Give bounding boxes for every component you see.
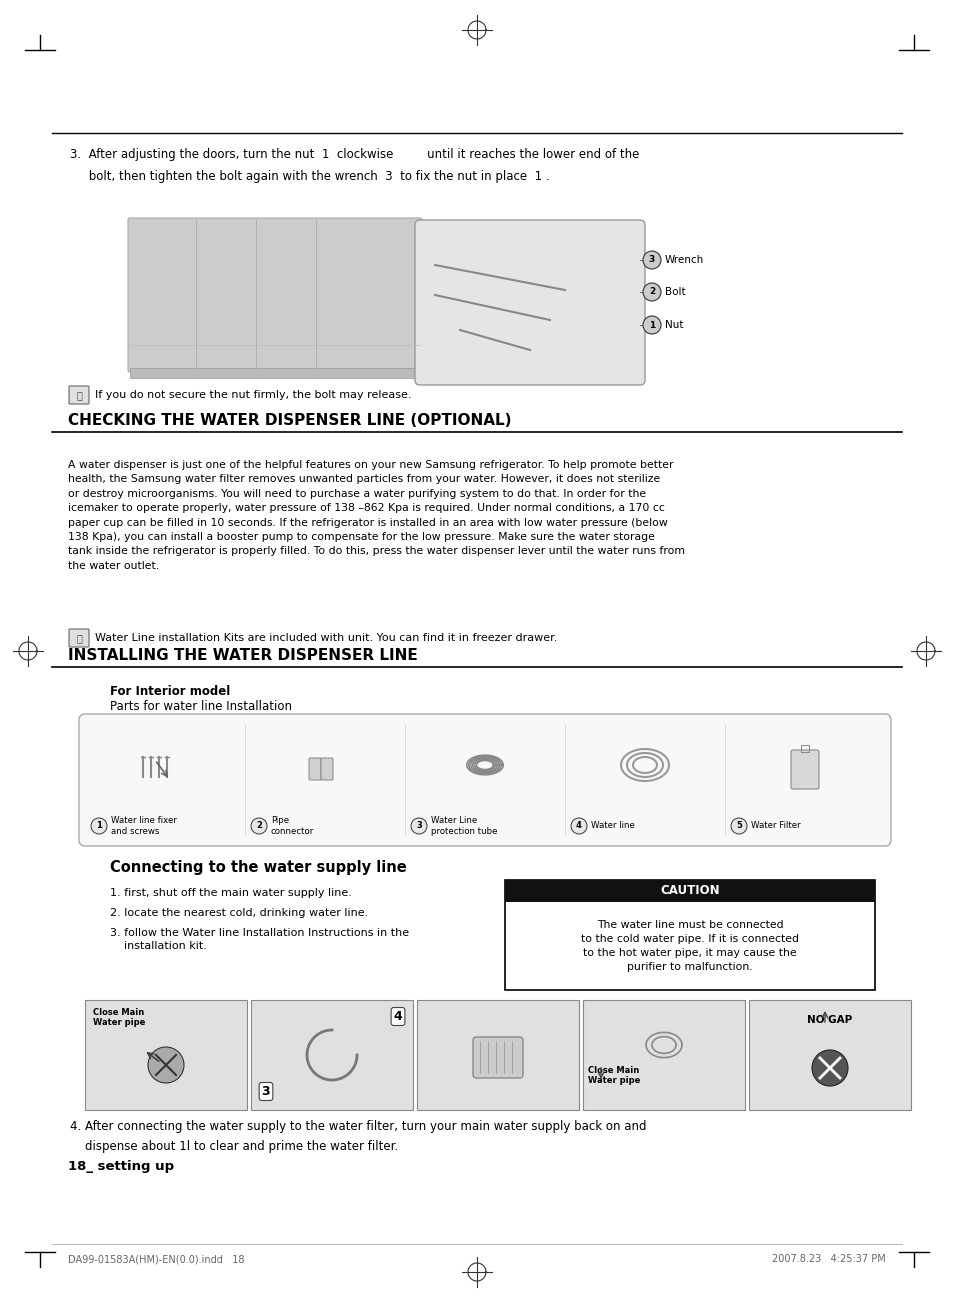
- FancyBboxPatch shape: [69, 385, 89, 404]
- Circle shape: [642, 283, 660, 301]
- Text: 4: 4: [394, 1010, 402, 1023]
- FancyBboxPatch shape: [79, 713, 890, 846]
- Text: 4. After connecting the water supply to the water filter, turn your main water s: 4. After connecting the water supply to …: [70, 1120, 646, 1133]
- Bar: [85, 1000, 247, 1111]
- Text: Pipe
connector: Pipe connector: [271, 816, 314, 836]
- Text: 1: 1: [96, 822, 102, 831]
- Text: Water Filter: Water Filter: [750, 822, 800, 831]
- Text: 2: 2: [255, 822, 262, 831]
- Text: 3. follow the Water line Installation Instructions in the
    installation kit.: 3. follow the Water line Installation In…: [110, 928, 409, 952]
- Bar: [504, 880, 874, 902]
- Text: Bolt: Bolt: [664, 286, 685, 297]
- Text: Water line fixer
and screws: Water line fixer and screws: [111, 816, 176, 836]
- FancyBboxPatch shape: [473, 1036, 522, 1078]
- Text: A water dispenser is just one of the helpful features on your new Samsung refrig: A water dispenser is just one of the hel…: [68, 460, 684, 570]
- Text: 18_ setting up: 18_ setting up: [68, 1160, 174, 1173]
- Text: 5: 5: [736, 822, 741, 831]
- Text: If you do not secure the nut firmly, the bolt may release.: If you do not secure the nut firmly, the…: [95, 391, 411, 400]
- Circle shape: [730, 818, 746, 835]
- Bar: [504, 880, 874, 990]
- Text: 𝒵: 𝒵: [76, 633, 82, 643]
- Circle shape: [251, 818, 267, 835]
- Text: CHECKING THE WATER DISPENSER LINE (OPTIONAL): CHECKING THE WATER DISPENSER LINE (OPTIO…: [68, 413, 511, 428]
- Text: Water Line installation Kits are included with unit. You can find it in freezer : Water Line installation Kits are include…: [95, 633, 557, 643]
- FancyBboxPatch shape: [790, 750, 818, 789]
- Text: dispense about 1l to clear and prime the water filter.: dispense about 1l to clear and prime the…: [70, 1141, 397, 1154]
- Text: 1: 1: [648, 320, 655, 329]
- Text: For Interior model: For Interior model: [110, 685, 230, 698]
- Text: DA99-01583A(HM)-EN(0.0).indd   18: DA99-01583A(HM)-EN(0.0).indd 18: [68, 1254, 244, 1264]
- Text: 3: 3: [416, 822, 421, 831]
- Text: 𝒵: 𝒵: [76, 391, 82, 400]
- Text: 2007.8.23   4:25:37 PM: 2007.8.23 4:25:37 PM: [771, 1254, 885, 1264]
- FancyBboxPatch shape: [415, 220, 644, 385]
- Text: Close Main
Water pipe: Close Main Water pipe: [92, 1008, 145, 1027]
- Text: INSTALLING THE WATER DISPENSER LINE: INSTALLING THE WATER DISPENSER LINE: [68, 648, 417, 663]
- FancyBboxPatch shape: [320, 758, 333, 780]
- Bar: [251, 1000, 413, 1111]
- FancyBboxPatch shape: [309, 758, 320, 780]
- Bar: [416, 1000, 578, 1111]
- Circle shape: [148, 1047, 184, 1083]
- Circle shape: [411, 818, 427, 835]
- Circle shape: [91, 818, 107, 835]
- FancyBboxPatch shape: [128, 217, 421, 372]
- Text: NO GAP: NO GAP: [806, 1016, 852, 1025]
- Text: Close Main
Water pipe: Close Main Water pipe: [587, 1065, 639, 1085]
- Text: 4: 4: [576, 822, 581, 831]
- Circle shape: [642, 251, 660, 270]
- Circle shape: [642, 316, 660, 335]
- FancyBboxPatch shape: [69, 629, 89, 647]
- Text: Wrench: Wrench: [664, 255, 703, 266]
- Text: The water line must be connected
to the cold water pipe. If it is connected
to t: The water line must be connected to the …: [580, 921, 799, 973]
- Bar: [748, 1000, 910, 1111]
- Text: Parts for water line Installation: Parts for water line Installation: [110, 700, 292, 713]
- Text: Water line: Water line: [590, 822, 634, 831]
- Text: CAUTION: CAUTION: [659, 884, 720, 897]
- Bar: [582, 1000, 744, 1111]
- Text: 3: 3: [261, 1085, 270, 1098]
- Bar: [130, 368, 419, 378]
- Text: Water Line
protection tube: Water Line protection tube: [431, 816, 497, 836]
- Text: Connecting to the water supply line: Connecting to the water supply line: [110, 861, 406, 875]
- Text: 2. locate the nearest cold, drinking water line.: 2. locate the nearest cold, drinking wat…: [110, 907, 368, 918]
- Circle shape: [811, 1049, 847, 1086]
- Text: bolt, then tighten the bolt again with the wrench  3  to fix the nut in place  1: bolt, then tighten the bolt again with t…: [70, 171, 549, 184]
- Text: 3: 3: [648, 255, 655, 264]
- Text: 2: 2: [648, 288, 655, 297]
- Text: 3.  After adjusting the doors, turn the nut  1  clockwise         until it reach: 3. After adjusting the doors, turn the n…: [70, 148, 639, 161]
- Text: Nut: Nut: [664, 320, 682, 329]
- Text: 1. first, shut off the main water supply line.: 1. first, shut off the main water supply…: [110, 888, 352, 898]
- Circle shape: [571, 818, 586, 835]
